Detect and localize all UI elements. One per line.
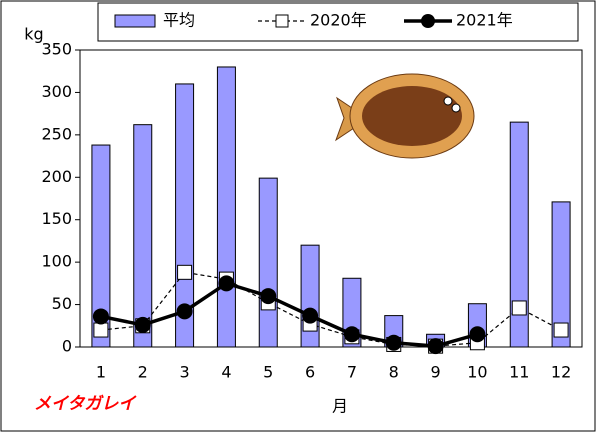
legend-swatch (114, 14, 156, 28)
legend-marker (275, 14, 289, 28)
marker (553, 322, 569, 338)
legend-label: 2020年 (310, 11, 367, 30)
y-tick-label: 250 (41, 124, 72, 143)
y-tick-label: 0 (62, 337, 72, 356)
bar (216, 66, 236, 348)
y-tick-label: 300 (41, 82, 72, 101)
legend-label: 平均 (163, 11, 195, 30)
marker (427, 338, 444, 355)
y-axis-label: kg (24, 25, 43, 44)
y-tick-label: 200 (41, 167, 72, 186)
x-axis-label: 月 (332, 397, 348, 416)
x-tick-label: 4 (221, 363, 231, 382)
marker (177, 264, 193, 280)
plot-area (79, 49, 583, 348)
line (100, 271, 562, 347)
legend-marker (421, 14, 435, 28)
marker (260, 288, 277, 305)
x-tick-label: 1 (96, 363, 106, 382)
fish-illustration (335, 73, 475, 159)
marker (302, 307, 319, 324)
y-tick-label: 350 (41, 40, 72, 59)
marker (93, 322, 109, 338)
bar (258, 177, 278, 348)
marker (511, 300, 527, 316)
y-tick-label: 100 (41, 252, 72, 271)
x-tick-label: 6 (305, 363, 315, 382)
marker (176, 303, 193, 320)
bar (551, 201, 571, 348)
x-tick-label: 9 (430, 363, 440, 382)
legend-label: 2021年 (456, 11, 513, 30)
x-tick-label: 12 (551, 363, 571, 382)
x-tick-label: 10 (467, 363, 487, 382)
marker (218, 275, 235, 292)
bar (509, 121, 529, 348)
bar (133, 124, 153, 348)
marker (92, 308, 109, 325)
marker (134, 316, 151, 333)
bar (300, 244, 320, 348)
x-tick-label: 8 (389, 363, 399, 382)
marker (469, 326, 486, 343)
line (100, 281, 478, 348)
x-tick-label: 3 (179, 363, 189, 382)
marker (385, 334, 402, 351)
x-tick-label: 11 (509, 363, 529, 382)
bar (175, 83, 195, 348)
marker (343, 326, 360, 343)
legend-box (97, 2, 579, 42)
x-tick-label: 5 (263, 363, 273, 382)
x-tick-label: 7 (347, 363, 357, 382)
y-tick-label: 150 (41, 209, 72, 228)
annotation: メイタガレイ (34, 394, 137, 414)
y-tick-label: 50 (52, 294, 72, 313)
x-tick-label: 2 (138, 363, 148, 382)
bar (91, 144, 111, 348)
